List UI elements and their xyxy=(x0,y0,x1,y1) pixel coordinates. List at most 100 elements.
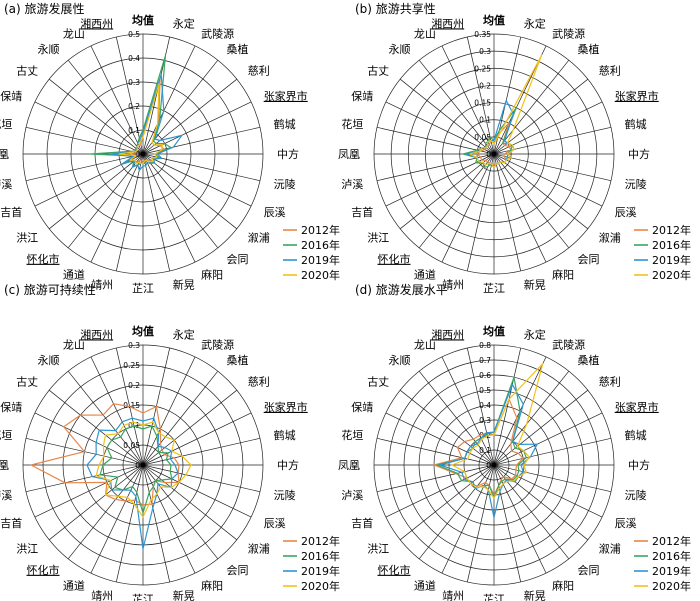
grid-spoke xyxy=(142,464,171,583)
category-label: 永定 xyxy=(524,16,546,30)
grid-spoke xyxy=(142,464,196,574)
grid-spoke xyxy=(385,153,495,207)
category-label: 武陵源 xyxy=(552,337,585,351)
category-label: 怀化市 xyxy=(378,252,411,266)
category-label: 沅陵 xyxy=(625,489,647,502)
category-label: 龙山 xyxy=(414,338,436,351)
category-label: 均值 xyxy=(483,324,505,338)
category-label: 芷江 xyxy=(483,282,505,295)
grid-spoke xyxy=(34,101,144,155)
grid-spoke xyxy=(142,101,252,155)
grid-spoke xyxy=(466,153,495,272)
category-label: 均值 xyxy=(132,324,154,338)
category-label: 溆浦 xyxy=(248,231,270,245)
grid-spoke xyxy=(142,356,196,466)
grid-spoke xyxy=(418,464,495,560)
category-label: 湘西州 xyxy=(80,327,113,341)
radial-tick-label: 0.2 xyxy=(128,102,140,111)
legend-label: 2012年 xyxy=(301,223,340,237)
grid-spoke xyxy=(493,101,603,155)
category-label: 永定 xyxy=(173,327,195,341)
category-label: 凤凰 xyxy=(338,459,360,472)
radial-tick-label: 0.2 xyxy=(128,381,140,390)
radial-tick-label: 0.25 xyxy=(123,361,140,370)
radial-tick-label: 0.3 xyxy=(479,416,491,425)
grid-spoke xyxy=(142,153,171,272)
grid-spoke xyxy=(67,464,144,560)
category-label: 中方 xyxy=(277,147,299,161)
radial-tick-label: 0.3 xyxy=(128,341,140,350)
grid-spoke xyxy=(142,45,196,155)
category-label: 中方 xyxy=(628,458,650,472)
radial-tick-label: 0.15 xyxy=(123,401,140,410)
category-label: 桑植 xyxy=(227,42,249,56)
category-label: 麻阳 xyxy=(201,268,223,282)
grid-spoke xyxy=(48,153,144,230)
grid-spoke xyxy=(493,153,603,207)
legend-label: 2020年 xyxy=(652,268,691,282)
category-label: 辰溪 xyxy=(264,206,286,219)
category-label: 中方 xyxy=(277,458,299,472)
series-line-2020年 xyxy=(469,54,543,169)
grid-spoke xyxy=(34,412,144,466)
category-label: 永顺 xyxy=(38,353,60,367)
radial-tick-label: 0.4 xyxy=(128,54,140,63)
legend-label: 2020年 xyxy=(301,268,340,282)
category-label: 中方 xyxy=(628,147,650,161)
category-label: 洪江 xyxy=(367,542,389,556)
category-label: 龙山 xyxy=(414,27,436,40)
radial-tick-label: 0.6 xyxy=(479,371,491,380)
grid-spoke xyxy=(493,347,522,466)
category-label: 辰溪 xyxy=(615,206,637,219)
grid-spoke xyxy=(466,464,495,583)
grid-spoke xyxy=(493,153,570,249)
category-label: 鹤城 xyxy=(625,117,647,131)
category-label: 新晃 xyxy=(524,278,546,292)
category-label: 怀化市 xyxy=(27,563,60,577)
category-label: 沅陵 xyxy=(274,489,296,502)
grid-spoke xyxy=(493,153,547,263)
grid-spoke xyxy=(493,464,589,541)
grid-spoke xyxy=(142,78,238,155)
category-label: 新晃 xyxy=(524,589,546,601)
radial-tick-label: 0.4 xyxy=(479,401,491,410)
category-label: 芷江 xyxy=(483,593,505,601)
category-label: 鹤城 xyxy=(274,117,296,131)
category-label: 怀化市 xyxy=(378,563,411,577)
series-line-2020年 xyxy=(451,363,544,499)
category-label: 张家界市 xyxy=(615,400,659,414)
category-label: 通道 xyxy=(63,579,85,593)
category-label: 均值 xyxy=(483,13,505,27)
grid-spoke xyxy=(142,412,252,466)
category-label: 会同 xyxy=(227,564,249,577)
grid-spoke xyxy=(115,464,144,583)
category-label: 靖州 xyxy=(442,590,464,601)
series-line-2016年 xyxy=(99,425,173,514)
grid-spoke xyxy=(48,78,144,155)
grid-spoke xyxy=(493,126,612,155)
category-label: 武陵源 xyxy=(201,337,234,351)
legend-label: 2016年 xyxy=(652,238,691,252)
radial-tick-label: 0.05 xyxy=(123,441,140,450)
radial-tick-label: 0.05 xyxy=(474,133,491,142)
category-label: 花垣 xyxy=(0,429,12,442)
grid-spoke xyxy=(142,464,261,493)
category-label: 古丈 xyxy=(16,376,38,389)
category-label: 会同 xyxy=(578,253,600,266)
category-label: 永定 xyxy=(524,327,546,341)
grid-spoke xyxy=(376,153,495,182)
category-label: 新晃 xyxy=(173,589,195,601)
grid-spoke xyxy=(493,59,570,155)
grid-spoke xyxy=(25,126,144,155)
legend-label: 2012年 xyxy=(652,223,691,237)
grid-spoke xyxy=(385,412,495,466)
grid-spoke xyxy=(399,464,495,541)
legend-label: 2020年 xyxy=(301,579,340,593)
category-label: 花垣 xyxy=(341,118,363,131)
grid-spoke xyxy=(493,412,603,466)
category-label: 辰溪 xyxy=(615,517,637,530)
grid-spoke xyxy=(418,153,495,249)
category-label: 龙山 xyxy=(63,27,85,40)
grid-spoke xyxy=(466,347,495,466)
category-label: 保靖 xyxy=(0,400,22,414)
